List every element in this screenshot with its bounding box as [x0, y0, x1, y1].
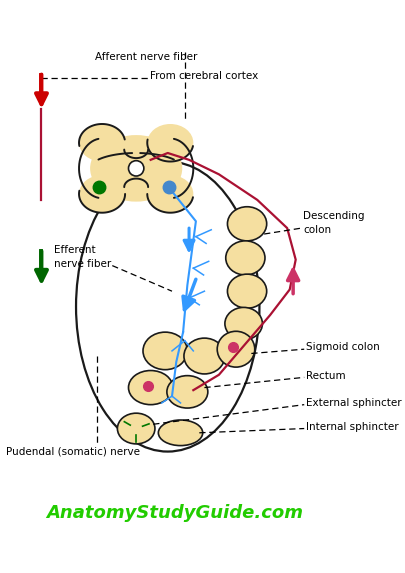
Ellipse shape	[117, 413, 155, 444]
Ellipse shape	[143, 332, 187, 370]
Text: Rectum: Rectum	[305, 371, 345, 380]
Ellipse shape	[158, 420, 202, 446]
Ellipse shape	[147, 175, 193, 213]
Ellipse shape	[227, 274, 266, 308]
Ellipse shape	[183, 338, 224, 374]
Ellipse shape	[128, 371, 173, 405]
Ellipse shape	[128, 160, 143, 176]
Ellipse shape	[227, 207, 266, 241]
Text: Pudendal (somatic) nerve: Pudendal (somatic) nerve	[6, 446, 139, 457]
Text: Descending
colon: Descending colon	[303, 211, 364, 234]
Text: External sphincter: External sphincter	[305, 398, 401, 408]
Text: From cerebral cortex: From cerebral cortex	[149, 71, 258, 81]
Ellipse shape	[90, 135, 182, 202]
Text: Internal sphincter: Internal sphincter	[305, 422, 398, 432]
Ellipse shape	[217, 331, 254, 367]
Ellipse shape	[147, 124, 193, 162]
Ellipse shape	[79, 124, 125, 162]
Text: AnatomyStudyGuide.com: AnatomyStudyGuide.com	[46, 504, 302, 522]
Text: Sigmoid colon: Sigmoid colon	[305, 343, 379, 352]
Ellipse shape	[225, 241, 264, 275]
Ellipse shape	[224, 307, 262, 340]
Ellipse shape	[166, 376, 207, 408]
Text: Afferent nerve fiber: Afferent nerve fiber	[95, 53, 197, 62]
Ellipse shape	[79, 175, 125, 213]
Text: Efferent
nerve fiber: Efferent nerve fiber	[54, 245, 111, 269]
